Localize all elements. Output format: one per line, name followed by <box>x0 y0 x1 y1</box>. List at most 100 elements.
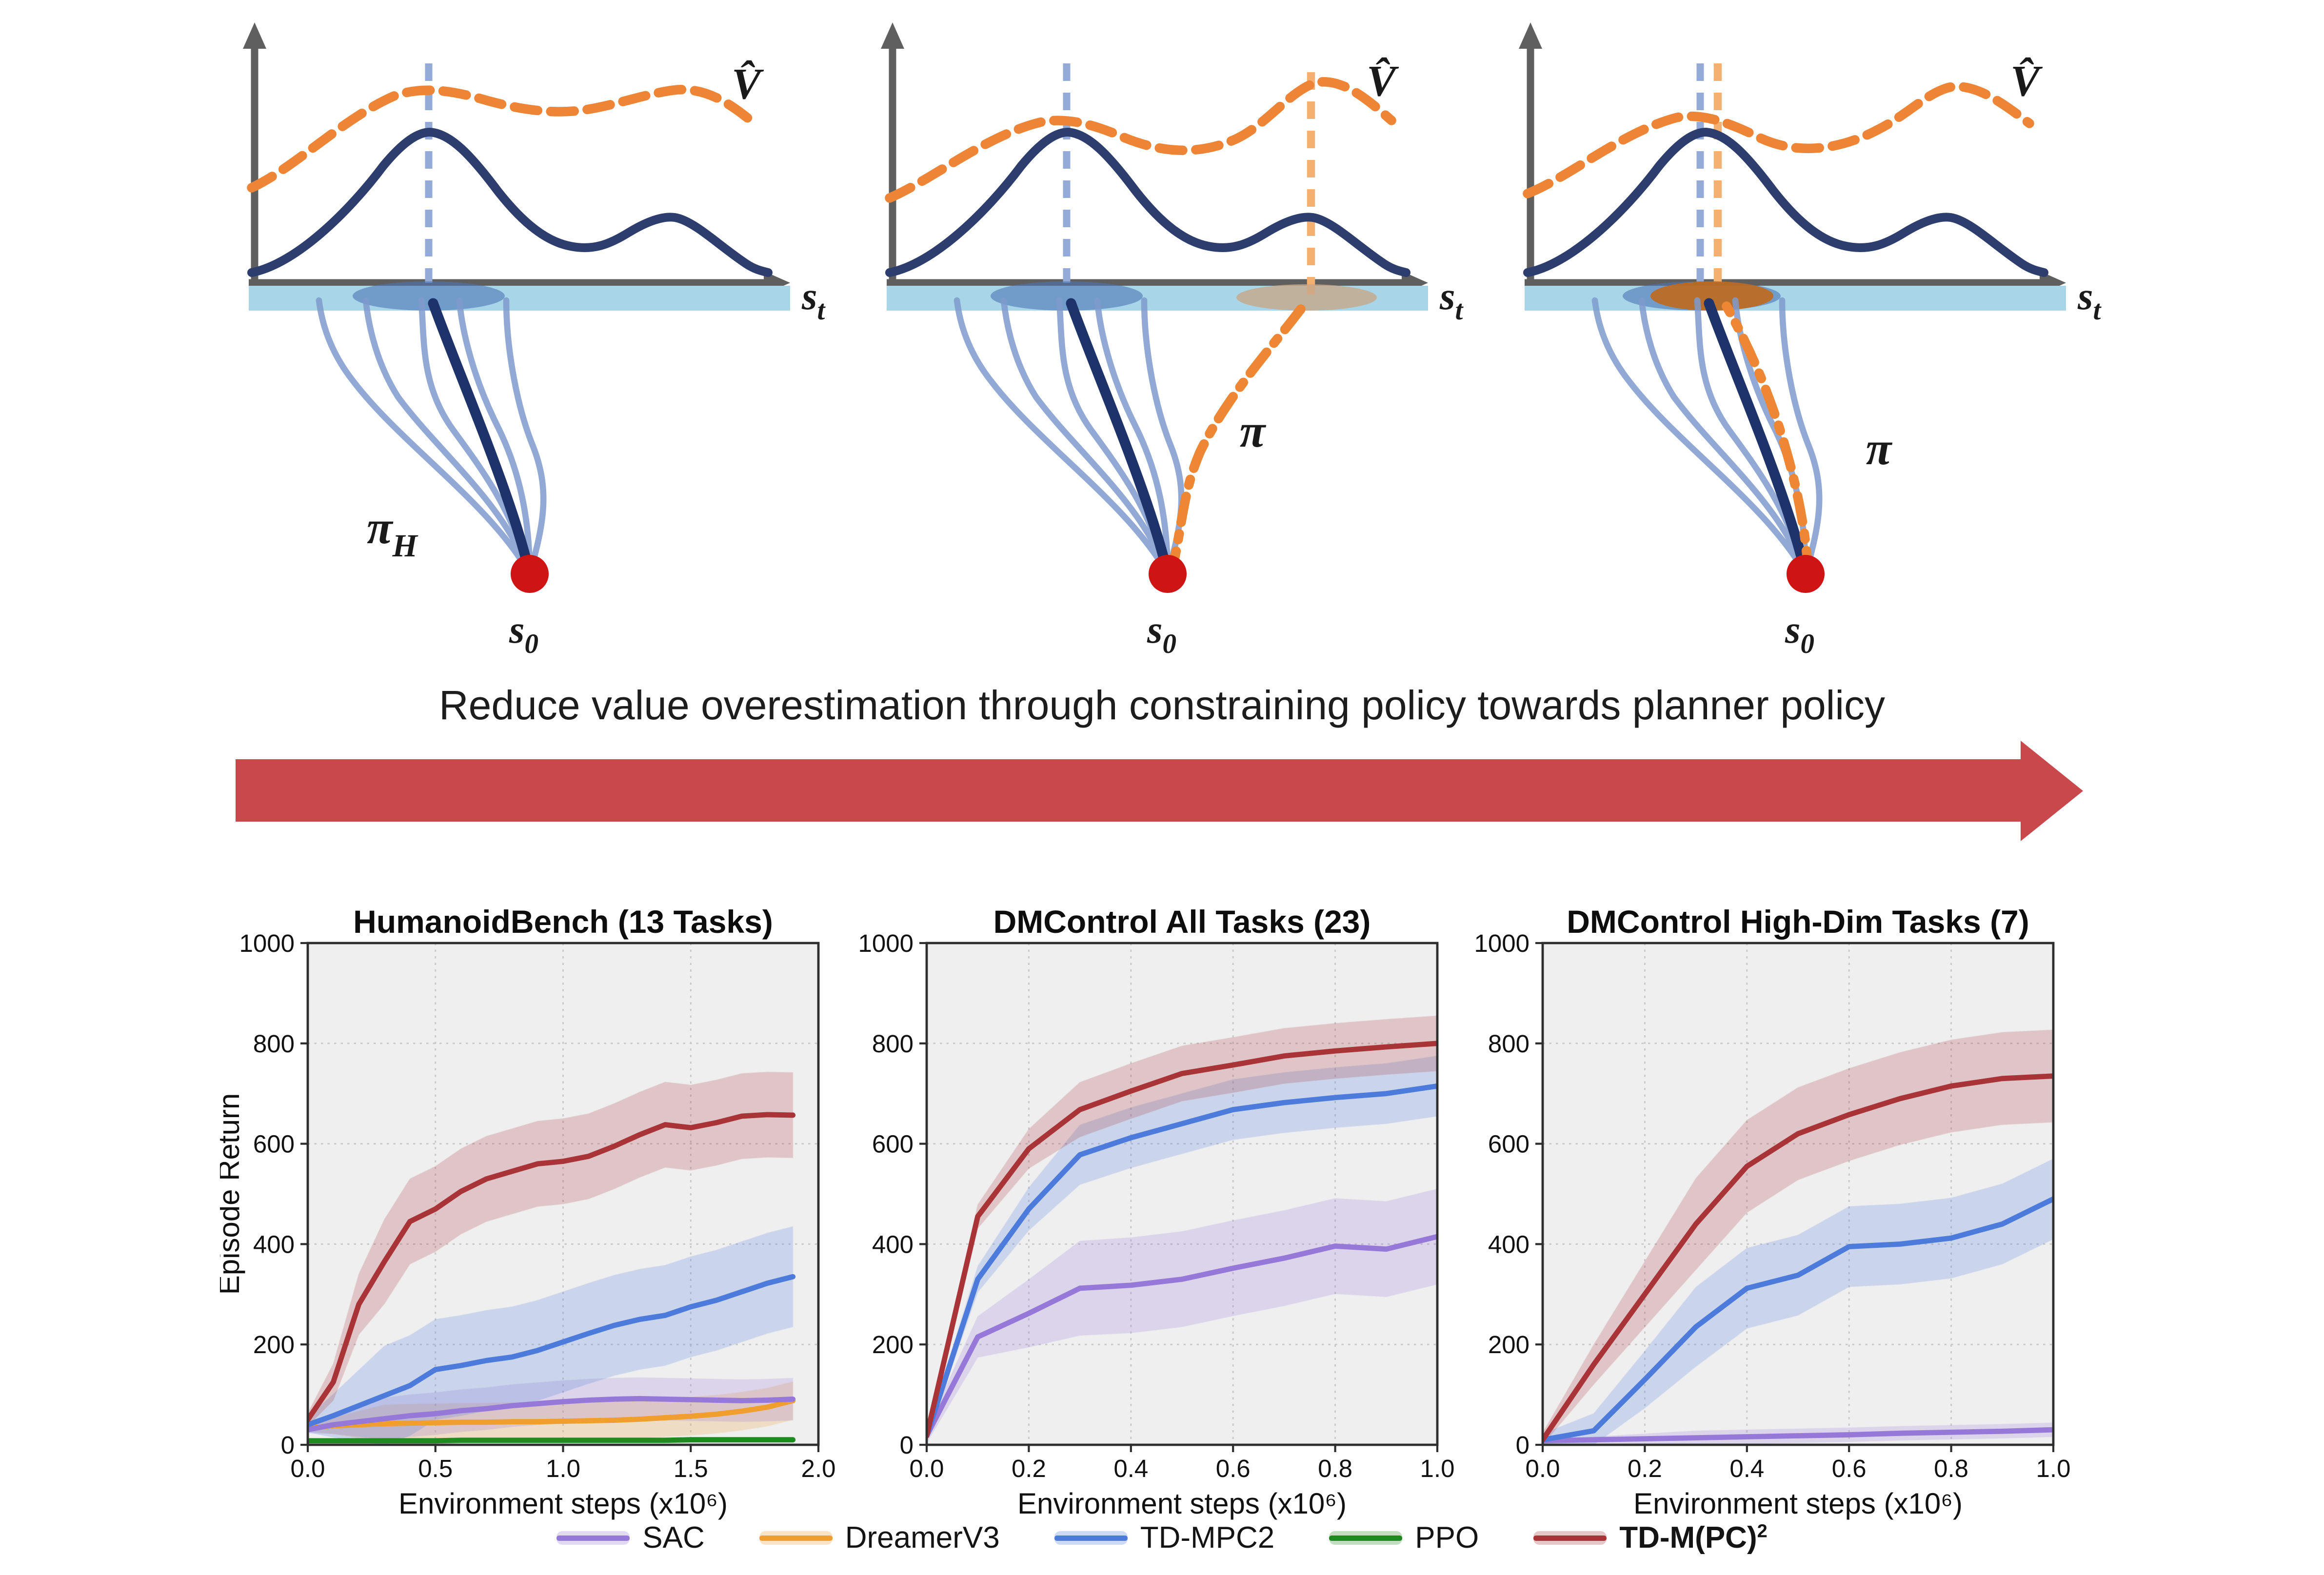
start-state-label: s0 <box>509 608 538 659</box>
y-tick-label: 0 <box>1516 1431 1529 1459</box>
legend-label: TD-M(PC)2 <box>1619 1521 1768 1555</box>
y-tick-label: 800 <box>253 1030 295 1058</box>
y-tick-label: 1000 <box>1474 929 1529 957</box>
plot-area <box>1543 943 2053 1445</box>
state-axis-label: st <box>1439 274 1464 326</box>
state-axis-label: st <box>801 274 826 326</box>
planner-trajectories <box>1591 297 1823 577</box>
y-tick-label: 200 <box>1488 1331 1529 1358</box>
trajectory <box>1000 297 1171 577</box>
diagram-2-canvas: V̂ st π s0 <box>881 22 1464 659</box>
policy-label: π <box>1866 422 1893 474</box>
y-tick-label: 800 <box>872 1030 914 1058</box>
confidence-band-TD-M(PC)2 <box>927 1015 1437 1440</box>
y-tick-label: 0 <box>281 1431 295 1459</box>
trajectory <box>953 297 1171 577</box>
start-state-label: s0 <box>1785 608 1814 659</box>
series-line-PPO <box>308 1437 796 1444</box>
trajectory <box>1591 297 1809 577</box>
chart-dmcontrol-all: 0.0 0.2 0.4 0.6 0.8 1.0 0 200 400 600 800 1000 DMCon… <box>839 904 1472 1528</box>
series-line-TD-M(PC)2 <box>308 1112 796 1422</box>
legend-item: DreamerV3 <box>759 1520 1000 1555</box>
legend-label: SAC <box>642 1521 705 1555</box>
trajectory <box>1638 297 1809 577</box>
flow-arrow-bar <box>236 759 2023 822</box>
x-tick-label: 0.8 <box>1934 1455 1968 1482</box>
y-axis-arrowhead <box>881 22 904 49</box>
planner-visitation-ellipse <box>353 281 505 311</box>
legend-item: SAC <box>556 1520 705 1555</box>
x-tick-label: 1.0 <box>2036 1455 2071 1482</box>
legend-swatch <box>556 1531 630 1545</box>
diagram-panel-planner: V̂ st πH s0 <box>219 14 852 663</box>
chart-title: HumanoidBench (13 Tasks) <box>353 908 773 940</box>
legend-label: DreamerV3 <box>845 1521 1000 1555</box>
y-tick-label: 200 <box>253 1331 295 1358</box>
confidence-band-TD-M(PC)2 <box>1543 1029 2053 1445</box>
plot-spines <box>925 942 1439 1446</box>
start-state-dot <box>1149 555 1187 593</box>
line-chart-canvas: 0.0 0.2 0.4 0.6 0.8 1.0 0 200 400 600 800 1000 DMCon… <box>858 904 1455 1520</box>
diagram-panel-overestimation: V̂ st π s0 <box>857 14 1490 663</box>
legend-item: PPO <box>1329 1520 1479 1555</box>
y-tick-label: 600 <box>872 1130 914 1158</box>
diagram-3-canvas: V̂ st π s0 <box>1519 22 2102 659</box>
planner-policy-label: πH <box>367 501 418 564</box>
legend-item: TD-MPC2 <box>1054 1520 1275 1555</box>
y-tick-label: 1000 <box>858 929 914 957</box>
x-tick-label: 0.0 <box>291 1455 325 1482</box>
x-tick-label: 0.4 <box>1729 1455 1764 1482</box>
legend-swatch <box>1533 1531 1607 1545</box>
legend-swatch <box>1054 1531 1128 1545</box>
y-tick-label: 400 <box>872 1230 914 1258</box>
x-axis-label: Environment steps (x10⁶) <box>398 1487 728 1520</box>
chart-dmcontrol-highdim: 0.0 0.2 0.4 0.6 0.8 1.0 0 200 400 600 800 1000 DMCon… <box>1455 904 2088 1528</box>
x-tick-label: 0.6 <box>1216 1455 1251 1482</box>
line-chart-canvas: 0.0 0.2 0.4 0.6 0.8 1.0 0 200 400 600 800 1000 DMCon… <box>1474 904 2071 1520</box>
trajectory <box>316 297 533 577</box>
series-line-TD-M(PC)2 <box>1543 1073 2053 1443</box>
series-line-DreamerV3 <box>308 1398 796 1431</box>
flow-arrow-head <box>2021 741 2083 841</box>
x-tick-label: 0.2 <box>1012 1455 1046 1482</box>
aligned-policy-ellipse <box>1650 281 1773 311</box>
true-value-curve <box>1523 127 2048 277</box>
x-tick-label: 0.0 <box>1526 1455 1560 1482</box>
y-axis-label: Episode Return <box>220 1093 245 1295</box>
x-tick-label: 0.6 <box>1832 1455 1867 1482</box>
series-line-TD-MPC2 <box>308 1274 796 1428</box>
x-tick-label: 2.0 <box>801 1455 836 1482</box>
figure-caption: Reduce value overestimation through cons… <box>439 682 1885 728</box>
legend-swatch <box>759 1531 833 1545</box>
value-estimate-curve <box>1523 81 2034 198</box>
y-tick-label: 600 <box>1488 1130 1529 1158</box>
y-tick-label: 400 <box>1488 1230 1529 1258</box>
y-tick-label: 200 <box>872 1331 914 1358</box>
chart-humanoidbench: 0.0 0.5 1.0 1.5 2.0 0 200 400 600 800 1000 Humanoid… <box>213 904 854 1528</box>
diagram-1-canvas: V̂ st πH s0 <box>243 22 826 659</box>
value-fn-label: V̂ <box>2010 57 2043 105</box>
planner-mean-trajectory <box>1704 298 1811 579</box>
start-state-label: s0 <box>1147 608 1176 659</box>
x-axis-label: Environment steps (x10⁶) <box>1017 1487 1347 1520</box>
legend-label: TD-MPC2 <box>1140 1521 1275 1555</box>
planner-mean-trajectory <box>1066 298 1173 579</box>
start-state-dot <box>1787 555 1825 593</box>
value-estimate-curve <box>247 85 755 193</box>
x-axis-label: Environment steps (x10⁶) <box>1633 1487 1963 1520</box>
series-line-TD-MPC2 <box>1543 1196 2053 1443</box>
planner-trajectories <box>316 297 547 577</box>
trajectory <box>1779 297 1823 577</box>
planner-mean-trajectory <box>428 298 535 579</box>
x-tick-label: 0.8 <box>1318 1455 1352 1482</box>
start-state-dot <box>511 555 549 593</box>
state-strip <box>1525 286 2066 311</box>
flow-arrow <box>236 741 2083 841</box>
trajectory <box>456 297 533 577</box>
series-line-SAC <box>308 1396 796 1433</box>
y-tick-label: 600 <box>253 1130 295 1158</box>
true-value-curve <box>247 127 773 277</box>
state-strip <box>249 286 790 311</box>
trajectory <box>362 297 533 577</box>
value-fn-label: V̂ <box>732 59 764 108</box>
